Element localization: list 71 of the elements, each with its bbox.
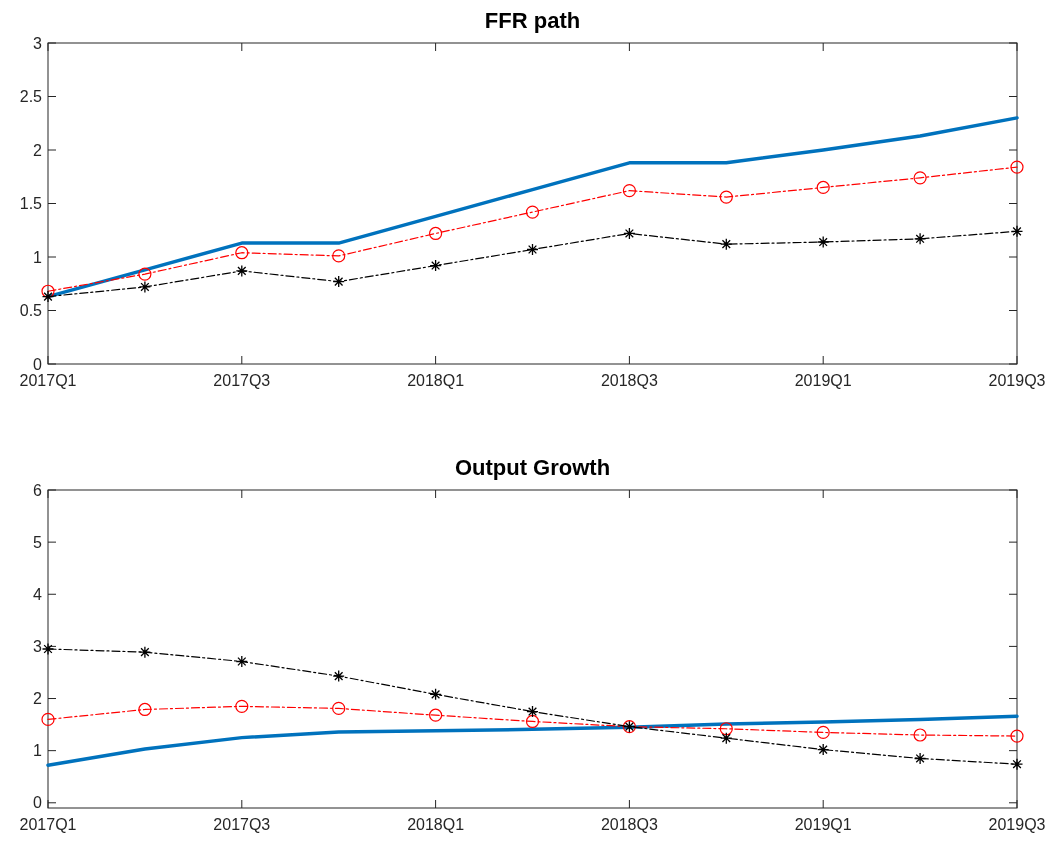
point	[817, 235, 830, 249]
point	[1010, 225, 1024, 238]
point	[719, 722, 733, 736]
y-tick-label: 6	[33, 481, 43, 499]
x-tick-label: 2019Q1	[794, 372, 852, 389]
point	[235, 699, 249, 713]
line-series	[46, 714, 1019, 767]
y-tick-label: 1.5	[19, 195, 43, 213]
point	[1010, 758, 1024, 771]
x-tick-label: 2017Q3	[213, 372, 271, 389]
y-tick-label: 0	[33, 355, 43, 373]
y-tick-label: 5	[33, 533, 43, 551]
point	[138, 645, 152, 659]
x-tick-label: 2019Q1	[794, 816, 852, 833]
x-tick-label: 2017Q1	[19, 816, 77, 833]
point	[235, 655, 248, 668]
point	[913, 171, 927, 185]
point	[526, 705, 539, 718]
point	[913, 232, 927, 245]
point	[138, 267, 152, 281]
point	[622, 184, 636, 198]
point	[720, 731, 733, 745]
point	[429, 259, 442, 272]
point	[429, 688, 442, 701]
x-tick-label: 2017Q3	[213, 816, 271, 833]
point	[913, 728, 927, 742]
x-tick-label: 2019Q3	[988, 816, 1046, 833]
x-tick-label: 2018Q3	[600, 816, 658, 833]
y-tick-label: 1	[33, 742, 43, 760]
point	[429, 226, 443, 241]
point	[41, 290, 55, 303]
point	[429, 708, 443, 722]
x-tick-label: 2017Q1	[19, 372, 77, 389]
point	[526, 243, 539, 256]
point	[1010, 729, 1024, 743]
point	[719, 190, 733, 204]
point	[332, 275, 345, 288]
point	[41, 284, 55, 298]
y-tick-label: 0.5	[19, 302, 43, 320]
x-tick-label: 2018Q3	[600, 372, 658, 389]
point	[332, 701, 346, 716]
x-tick-label: 2019Q3	[988, 372, 1046, 389]
point	[525, 714, 540, 729]
point	[235, 246, 249, 260]
point	[235, 264, 248, 278]
point	[41, 642, 55, 656]
point	[816, 180, 830, 195]
y-tick-label: 3	[33, 34, 43, 52]
y-tick-label: 2.5	[19, 88, 43, 106]
x-tick-label: 2018Q1	[407, 372, 465, 389]
point	[138, 702, 152, 717]
point	[720, 238, 733, 251]
point	[332, 249, 346, 263]
y-tick-label: 0	[33, 794, 43, 812]
point	[1010, 160, 1024, 174]
y-tick-label: 2	[33, 141, 43, 159]
x-tick-label: 2018Q1	[407, 816, 465, 833]
point	[913, 752, 927, 765]
point	[41, 712, 55, 726]
point	[332, 669, 345, 683]
y-tick-label: 4	[33, 585, 43, 603]
y-tick-label: 2	[33, 690, 43, 708]
point	[816, 725, 830, 740]
y-tick-label: 1	[33, 248, 43, 266]
chart-title: FFR path	[484, 8, 581, 33]
point	[817, 743, 830, 756]
y-tick-label: 3	[33, 637, 43, 655]
point	[138, 280, 152, 294]
chart-title: Output Growth	[454, 455, 611, 480]
point	[525, 205, 540, 219]
point	[623, 227, 636, 240]
